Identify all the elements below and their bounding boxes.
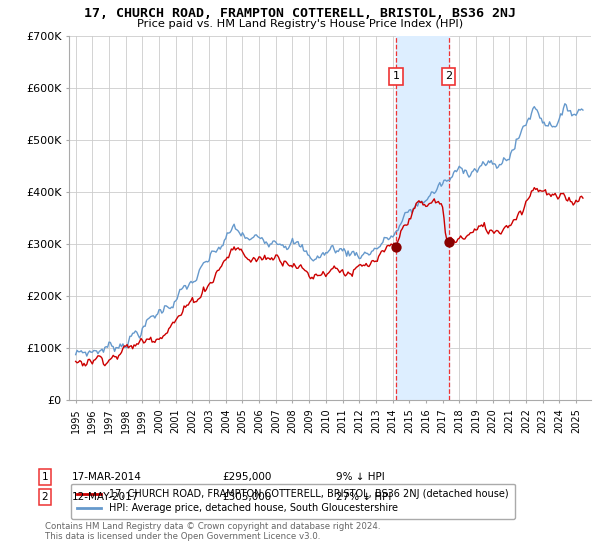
- Text: Price paid vs. HM Land Registry's House Price Index (HPI): Price paid vs. HM Land Registry's House …: [137, 19, 463, 29]
- Text: 17-MAR-2014: 17-MAR-2014: [72, 472, 142, 482]
- Text: Contains HM Land Registry data © Crown copyright and database right 2024.
This d: Contains HM Land Registry data © Crown c…: [45, 522, 380, 542]
- Text: 1: 1: [392, 72, 400, 81]
- Text: 12-MAY-2017: 12-MAY-2017: [72, 492, 139, 502]
- Text: 2: 2: [41, 492, 49, 502]
- Legend: 17, CHURCH ROAD, FRAMPTON COTTERELL, BRISTOL, BS36 2NJ (detached house), HPI: Av: 17, CHURCH ROAD, FRAMPTON COTTERELL, BRI…: [71, 483, 515, 519]
- Point: [391, 242, 401, 251]
- Text: 27% ↓ HPI: 27% ↓ HPI: [336, 492, 391, 502]
- Text: 2: 2: [445, 72, 452, 81]
- Text: 9% ↓ HPI: 9% ↓ HPI: [336, 472, 385, 482]
- Text: £295,000: £295,000: [222, 472, 271, 482]
- Text: 17, CHURCH ROAD, FRAMPTON COTTERELL, BRISTOL, BS36 2NJ: 17, CHURCH ROAD, FRAMPTON COTTERELL, BRI…: [84, 7, 516, 20]
- Bar: [396, 36, 449, 400]
- Point: [444, 237, 454, 246]
- Text: 1: 1: [41, 472, 49, 482]
- Text: £305,000: £305,000: [222, 492, 271, 502]
